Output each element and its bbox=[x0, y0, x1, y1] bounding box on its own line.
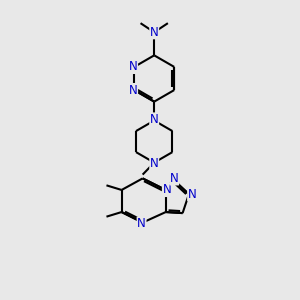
Text: N: N bbox=[150, 157, 159, 170]
Text: N: N bbox=[129, 84, 137, 97]
Text: N: N bbox=[150, 113, 159, 126]
Text: N: N bbox=[188, 188, 197, 201]
Text: N: N bbox=[150, 26, 159, 39]
Text: N: N bbox=[137, 217, 146, 230]
Text: N: N bbox=[129, 60, 137, 74]
Text: N: N bbox=[170, 172, 178, 185]
Text: N: N bbox=[163, 184, 171, 196]
